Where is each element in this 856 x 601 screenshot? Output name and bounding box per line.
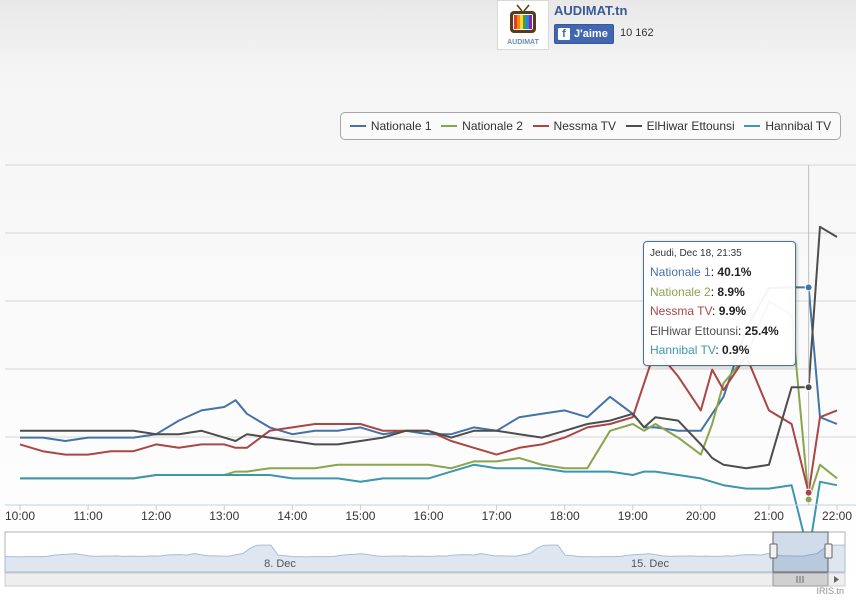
series-line[interactable] <box>20 225 838 470</box>
hover-marker <box>804 488 813 497</box>
tooltip-row: Hannibal TV: 0.9% <box>650 343 789 363</box>
legend-swatch <box>349 125 366 127</box>
legend-label: Nationale 1 <box>370 119 432 133</box>
legend-swatch <box>441 125 458 127</box>
x-tick-label: 21:00 <box>754 509 784 523</box>
navigator-handle-right[interactable] <box>824 543 833 559</box>
chart-tooltip: Jeudi, Dec 18, 21:35 Nationale 1: 40.1% N… <box>643 241 796 366</box>
legend-label: Nessma TV <box>553 119 616 133</box>
tooltip-separator: : <box>715 343 723 357</box>
site-logo[interactable]: AUDIMAT <box>497 0 549 50</box>
facebook-like-button[interactable]: f J'aime <box>554 24 614 44</box>
tooltip-separator: : <box>712 304 719 318</box>
credit-link[interactable]: IRIS.tn <box>816 586 844 596</box>
tooltip-row: Nationale 2: 8.9% <box>650 285 789 305</box>
scroll-right-arrow-icon[interactable] <box>834 576 839 583</box>
social-widget: AUDIMAT AUDIMAT.tn f J'aime 10 162 <box>497 0 697 50</box>
hover-marker <box>804 495 813 504</box>
navigator-date-label: 15. Dec <box>631 558 669 570</box>
tooltip-value: 25.4% <box>744 323 779 338</box>
tooltip-separator: : <box>738 323 745 338</box>
x-tick-label: 14:00 <box>277 509 307 523</box>
tooltip-row: ElHiwar Ettounsi: 25.4% <box>650 324 789 344</box>
legend-item[interactable]: Nessma TV <box>532 119 616 133</box>
tooltip-series-label: Nessma TV <box>650 304 713 318</box>
legend-swatch <box>744 125 761 127</box>
navigator-handle-left[interactable] <box>769 543 778 559</box>
tooltip-series-label: Nationale 2 <box>650 284 711 299</box>
tooltip-row: Nationale 1: 40.1% <box>650 265 789 285</box>
series-line[interactable] <box>19 348 838 494</box>
tooltip-value: 8.9% <box>717 284 745 299</box>
logo-text: AUDIMAT <box>507 39 539 46</box>
legend-item[interactable]: Nationale 1 <box>349 119 432 133</box>
tooltip-value: 9.9% <box>718 304 747 318</box>
x-tick-label: 13:00 <box>209 509 239 523</box>
legend-item[interactable]: Hannibal TV <box>744 119 831 133</box>
scrollbar-track[interactable] <box>4 572 846 587</box>
tooltip-separator: : <box>710 284 718 299</box>
hover-marker <box>804 283 813 292</box>
chart-legend: Nationale 1 Nationale 2 Nessma TV ElHiwar E… <box>340 112 841 140</box>
tooltip-value: 40.1% <box>717 265 752 279</box>
navigator-date-label: 8. Dec <box>264 558 296 570</box>
legend-label: Nationale 2 <box>462 119 523 133</box>
navigator-selection[interactable] <box>772 531 829 573</box>
x-tick-label: 22:00 <box>822 509 852 523</box>
legend-swatch <box>625 125 642 127</box>
legend-item[interactable]: ElHiwar Ettounsi <box>625 119 735 133</box>
tooltip-series-label: Hannibal TV <box>650 343 716 357</box>
x-tick-label: 12:00 <box>141 509 171 523</box>
x-tick-label: 11:00 <box>74 509 103 523</box>
x-tick-label: 17:00 <box>482 509 512 523</box>
tooltip-series-label: ElHiwar Ettounsi <box>650 323 739 338</box>
hover-marker <box>804 383 813 392</box>
legend-swatch <box>532 125 549 127</box>
legend-label: ElHiwar Ettounsi <box>646 119 735 133</box>
legend-label: Hannibal TV <box>765 119 832 133</box>
series-line[interactable] <box>20 463 838 555</box>
tooltip-header: Jeudi, Dec 18, 21:35 <box>650 248 742 259</box>
like-label: J'aime <box>574 28 608 40</box>
facebook-f-icon: f <box>558 28 570 40</box>
tooltip-row: Nessma TV: 9.9% <box>650 304 789 324</box>
x-tick-label: 20:00 <box>686 509 716 523</box>
tooltip-series-label: Nationale 1 <box>650 265 711 279</box>
like-count: 10 162 <box>620 27 654 39</box>
x-tick-label: 10:00 <box>5 509 35 523</box>
x-tick-label: 15:00 <box>345 509 375 523</box>
tooltip-value: 0.9% <box>722 343 750 357</box>
site-name[interactable]: AUDIMAT.tn <box>554 3 628 18</box>
legend-item[interactable]: Nationale 2 <box>441 119 523 133</box>
x-tick-label: 16:00 <box>413 509 443 523</box>
navigator-series <box>4 544 846 573</box>
tv-logo-icon: AUDIMAT <box>507 4 540 46</box>
x-tick-label: 18:00 <box>550 509 580 523</box>
x-tick-label: 19:00 <box>618 509 648 523</box>
tooltip-separator: : <box>710 265 718 279</box>
